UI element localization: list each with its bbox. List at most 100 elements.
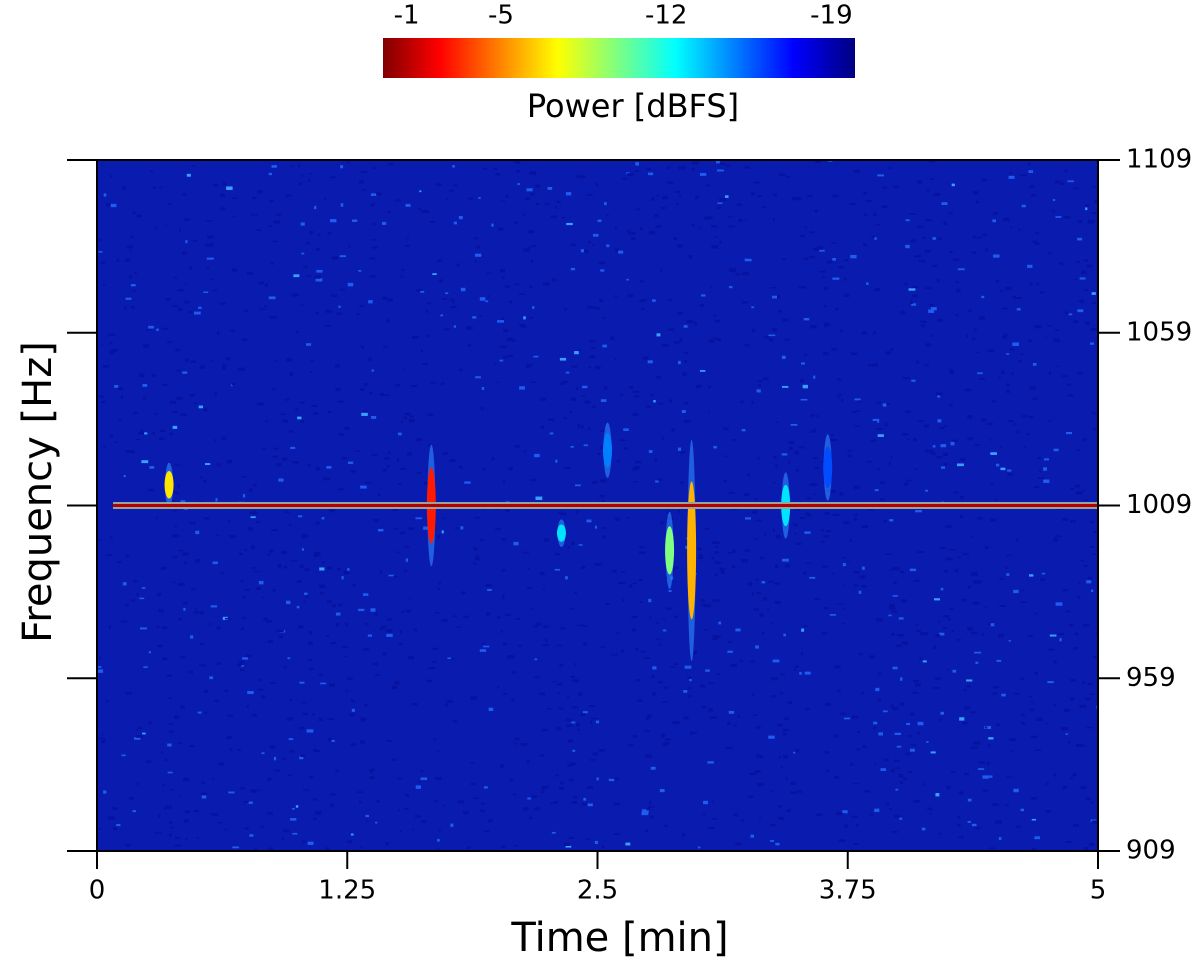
noise-speck — [437, 535, 441, 539]
noise-speck — [1012, 342, 1019, 346]
noise-speck — [677, 447, 682, 451]
noise-speck — [778, 817, 784, 821]
noise-speck — [316, 269, 323, 273]
noise-speck — [1004, 804, 1009, 807]
noise-speck — [872, 418, 880, 421]
noise-speck — [182, 552, 189, 556]
noise-speck — [115, 441, 118, 444]
noise-speck — [648, 230, 656, 235]
noise-speck — [237, 367, 245, 371]
noise-speck — [420, 290, 425, 293]
noise-speck — [853, 169, 860, 174]
noise-speck — [1002, 335, 1006, 339]
noise-speck — [172, 510, 177, 513]
noise-speck — [1034, 671, 1038, 676]
noise-speck — [358, 800, 362, 804]
noise-speck — [494, 508, 499, 510]
noise-speck — [955, 314, 959, 317]
noise-speck — [330, 642, 337, 645]
noise-speck — [924, 364, 929, 367]
noise-speck — [840, 329, 843, 333]
noise-speck — [714, 561, 722, 565]
noise-speck — [773, 193, 778, 197]
noise-speck — [586, 785, 594, 789]
noise-speck — [136, 782, 140, 785]
noise-speck — [318, 717, 324, 721]
noise-speck — [419, 190, 422, 193]
noise-speck — [98, 395, 105, 398]
noise-speck — [244, 309, 249, 312]
noise-speck — [1085, 207, 1088, 211]
noise-speck — [852, 843, 860, 845]
noise-speck — [302, 788, 310, 791]
noise-speck — [140, 429, 144, 432]
noise-speck — [316, 248, 320, 252]
noise-speck — [153, 413, 158, 416]
noise-speck — [203, 517, 210, 520]
noise-speck — [542, 644, 549, 647]
noise-speck — [670, 666, 676, 668]
noise-speck — [691, 167, 695, 171]
noise-speck — [394, 680, 400, 685]
noise-speck — [137, 431, 145, 435]
carrier-line — [113, 504, 1098, 507]
noise-speck — [813, 427, 816, 431]
noise-speck — [396, 458, 400, 462]
noise-speck — [173, 276, 178, 279]
noise-speck — [967, 437, 974, 441]
noise-speck — [798, 446, 805, 449]
noise-speck — [429, 221, 435, 223]
noise-speck — [264, 305, 268, 308]
noise-speck — [601, 535, 606, 539]
noise-speck — [973, 191, 979, 195]
noise-speck — [309, 668, 314, 671]
noise-speck — [1070, 519, 1076, 523]
noise-speck — [654, 213, 659, 218]
noise-speck — [184, 301, 190, 304]
noise-speck — [475, 554, 479, 557]
noise-speck — [479, 538, 484, 542]
noise-speck — [526, 365, 531, 369]
noise-speck — [932, 264, 938, 267]
noise-speck — [563, 466, 571, 470]
noise-speck — [700, 684, 706, 688]
noise-speck — [557, 692, 561, 695]
noise-speck — [654, 458, 658, 462]
noise-speck — [584, 249, 589, 253]
noise-speck — [883, 519, 887, 523]
noise-speck — [452, 615, 458, 618]
noise-speck — [889, 519, 894, 522]
noise-speck — [421, 209, 429, 214]
noise-speck — [614, 357, 617, 361]
noise-speck — [1029, 695, 1033, 698]
noise-speck — [974, 328, 977, 332]
noise-speck — [491, 223, 494, 227]
noise-speck — [1083, 288, 1089, 292]
noise-speck — [201, 781, 206, 784]
noise-speck — [563, 842, 570, 846]
noise-speck — [779, 173, 784, 176]
noise-speck — [683, 689, 688, 693]
noise-speck — [935, 793, 940, 797]
noise-speck — [523, 212, 526, 217]
noise-speck — [1053, 538, 1058, 542]
noise-speck — [652, 299, 656, 302]
noise-speck — [403, 807, 409, 811]
noise-speck — [932, 445, 936, 448]
noise-speck — [130, 599, 136, 602]
noise-speck — [441, 619, 449, 622]
noise-speck — [631, 616, 638, 619]
noise-speck — [899, 780, 904, 784]
noise-speck — [270, 261, 274, 265]
noise-speck — [935, 392, 943, 396]
noise-speck — [1035, 232, 1039, 235]
noise-speck — [324, 324, 332, 327]
noise-speck — [884, 758, 889, 762]
noise-speck — [555, 459, 558, 463]
noise-speck — [429, 381, 437, 384]
noise-speck — [924, 424, 929, 428]
noise-speck — [951, 183, 955, 187]
noise-speck — [847, 449, 854, 452]
noise-speck — [959, 717, 965, 721]
noise-speck — [445, 292, 449, 295]
